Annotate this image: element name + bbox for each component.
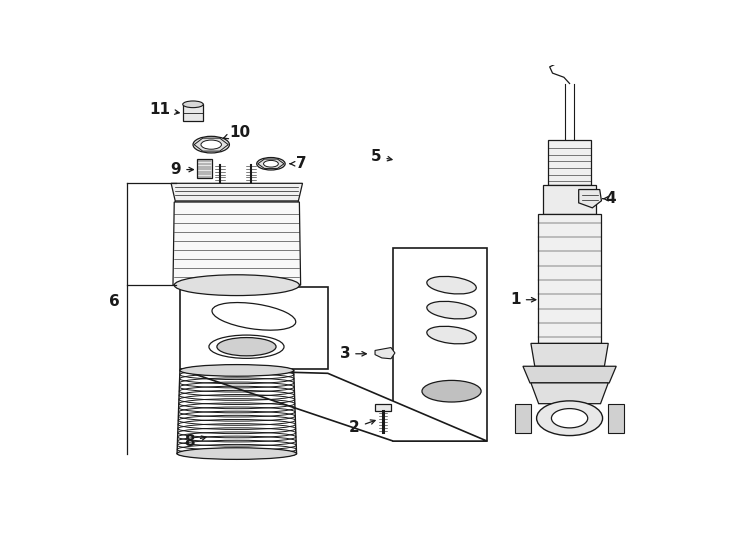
Polygon shape — [543, 185, 596, 214]
Ellipse shape — [217, 338, 276, 356]
Polygon shape — [548, 140, 591, 185]
Polygon shape — [375, 348, 395, 359]
Text: 11: 11 — [150, 102, 179, 117]
Text: 5: 5 — [371, 149, 392, 164]
Text: 2: 2 — [349, 420, 375, 435]
Polygon shape — [608, 404, 624, 433]
Ellipse shape — [177, 448, 297, 460]
Ellipse shape — [209, 335, 284, 359]
Polygon shape — [183, 104, 203, 121]
Polygon shape — [180, 369, 487, 441]
Ellipse shape — [551, 409, 588, 428]
Text: 7: 7 — [290, 156, 306, 171]
Ellipse shape — [201, 140, 222, 149]
Text: 3: 3 — [340, 346, 366, 361]
Ellipse shape — [180, 364, 294, 376]
Polygon shape — [171, 183, 302, 202]
Ellipse shape — [193, 136, 230, 153]
Polygon shape — [393, 248, 487, 441]
Ellipse shape — [426, 326, 476, 344]
Text: 10: 10 — [223, 125, 250, 140]
Text: 8: 8 — [184, 434, 206, 449]
Polygon shape — [531, 343, 608, 366]
Ellipse shape — [174, 275, 299, 295]
Text: 9: 9 — [170, 162, 193, 177]
Ellipse shape — [212, 302, 296, 330]
Polygon shape — [173, 202, 301, 285]
Polygon shape — [531, 383, 608, 404]
Text: 1: 1 — [510, 292, 536, 307]
Polygon shape — [538, 214, 601, 343]
Text: 6: 6 — [109, 294, 120, 309]
Polygon shape — [180, 287, 328, 369]
Ellipse shape — [422, 380, 481, 402]
Ellipse shape — [257, 158, 286, 170]
Polygon shape — [515, 404, 531, 433]
Polygon shape — [523, 366, 617, 383]
Polygon shape — [197, 159, 212, 178]
Ellipse shape — [426, 301, 476, 319]
Polygon shape — [375, 404, 391, 411]
Text: 4: 4 — [603, 191, 617, 206]
Ellipse shape — [426, 276, 476, 294]
Polygon shape — [578, 190, 601, 208]
Ellipse shape — [537, 401, 603, 436]
Ellipse shape — [264, 160, 278, 167]
Ellipse shape — [183, 101, 203, 107]
